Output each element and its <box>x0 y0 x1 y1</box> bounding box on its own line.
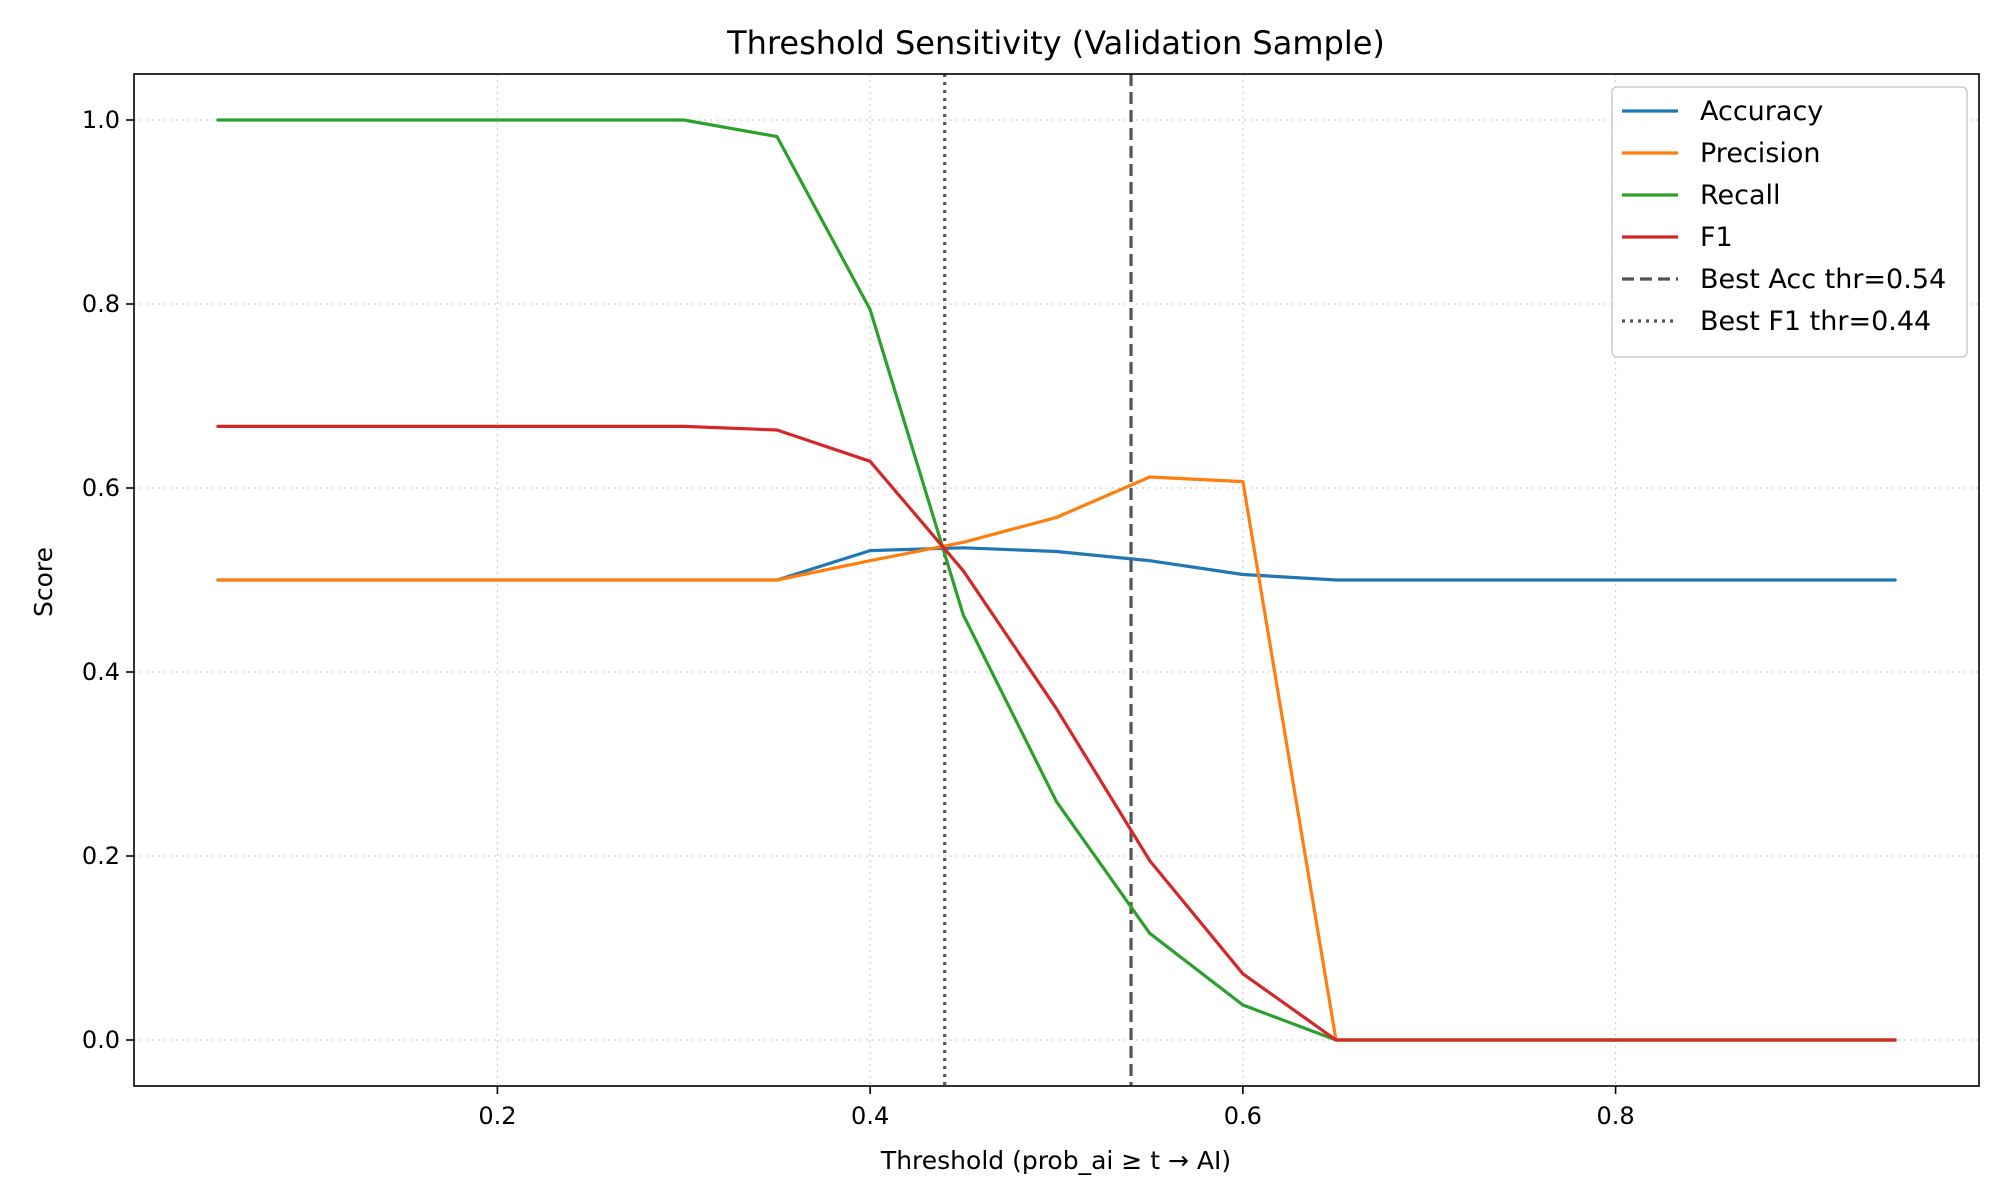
legend-label: Recall <box>1700 180 1781 211</box>
legend-label: F1 <box>1700 222 1733 253</box>
series-line-accuracy <box>216 546 1897 582</box>
y-axis-label: Score <box>29 547 58 617</box>
y-tick-label: 0.2 <box>82 842 120 870</box>
series-lines <box>216 118 1897 1042</box>
x-tick-label: 0.6 <box>1224 1102 1262 1130</box>
y-tick-label: 0.8 <box>82 290 120 318</box>
legend: Accuracy Precision Recall F1 Best Acc thr=0.… <box>1611 86 1968 358</box>
x-tick-label: 0.2 <box>478 1102 516 1130</box>
legend-label: Accuracy <box>1700 96 1823 127</box>
legend-box <box>1611 86 1968 358</box>
chart-title: Threshold Sensitivity (Validation Sample… <box>726 24 1385 62</box>
series-line-precision <box>216 475 1897 1042</box>
plot-frame <box>133 73 1980 1087</box>
legend-label: Best Acc thr=0.54 <box>1700 264 1946 295</box>
legend-label: Precision <box>1700 138 1820 169</box>
y-tick-label: 0.4 <box>82 658 120 686</box>
x-axis-label: Threshold (prob_ai ≥ t → AI) <box>880 1146 1231 1175</box>
x-tick-label: 0.8 <box>1597 1102 1635 1130</box>
y-tick-label: 1.0 <box>82 106 120 134</box>
series-line-f1 <box>216 424 1897 1042</box>
y-tick-label: 0.0 <box>82 1026 120 1054</box>
y-tick-label: 0.6 <box>82 474 120 502</box>
axis-ticks: 0.2 0.4 0.6 0.8 0.0 0.2 0.4 0.6 0.8 1.0 <box>82 106 1635 1130</box>
legend-label: Best F1 thr=0.44 <box>1700 306 1931 337</box>
x-tick-label: 0.4 <box>851 1102 889 1130</box>
reference-lines <box>943 74 1133 1086</box>
